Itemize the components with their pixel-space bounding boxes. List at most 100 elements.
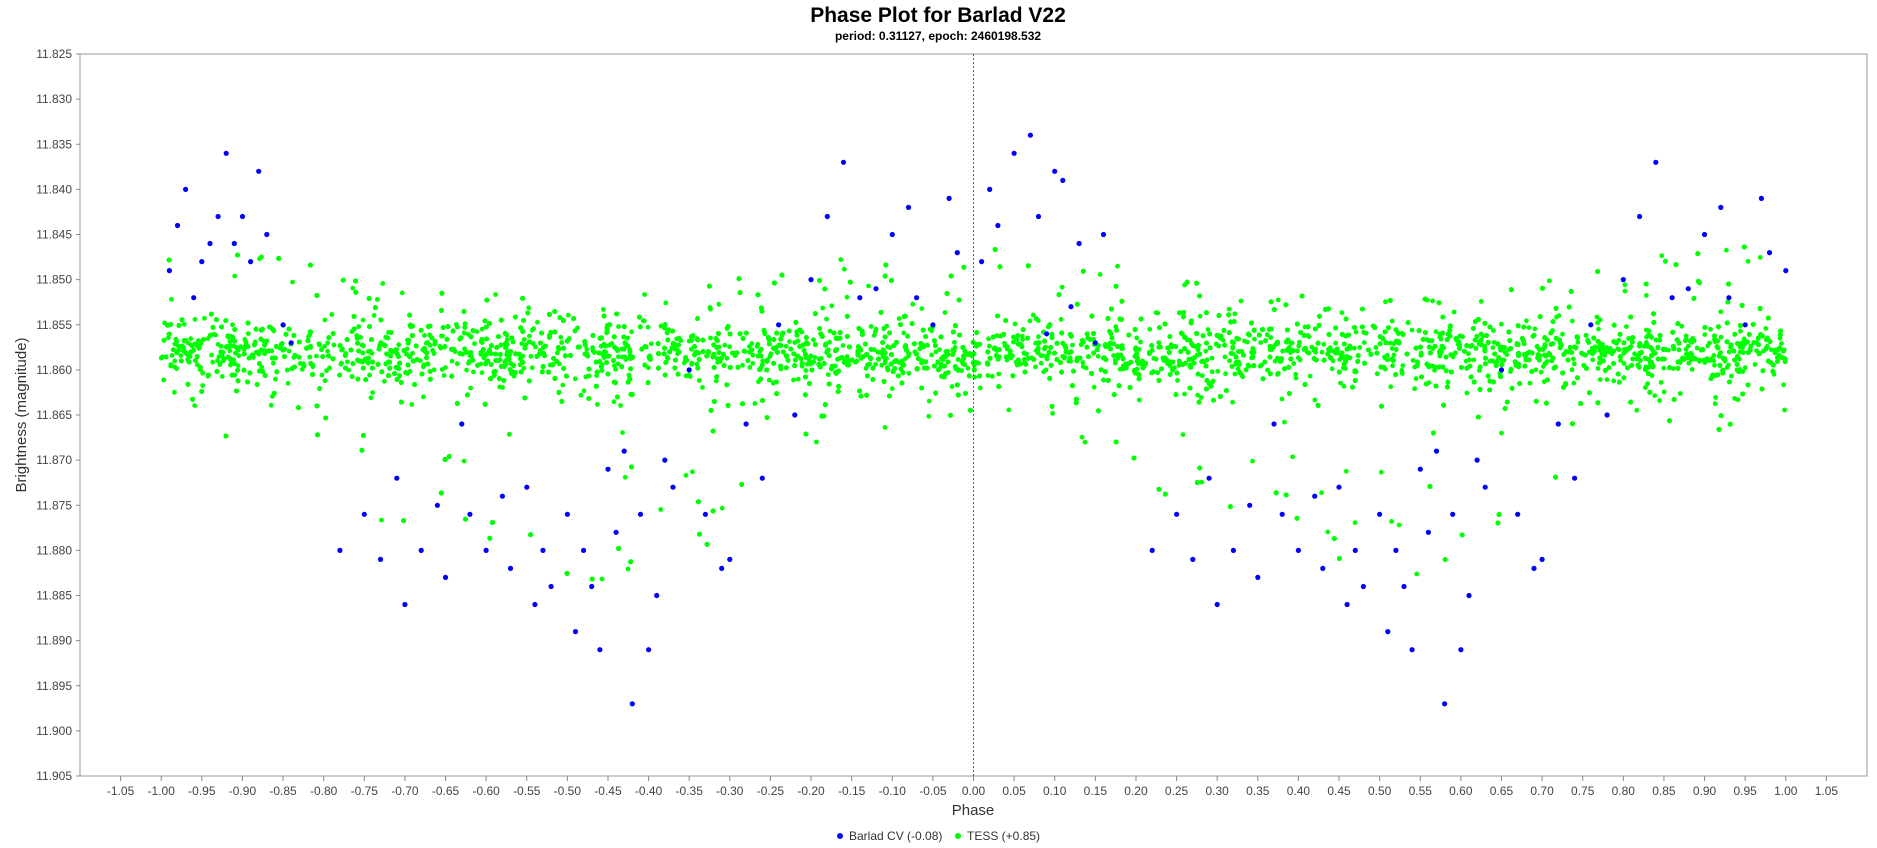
tess-point: [1712, 362, 1717, 368]
tess-point: [747, 344, 752, 349]
tess-point: [474, 329, 480, 334]
tess-point: [1708, 326, 1713, 332]
tess-point: [1487, 358, 1493, 364]
tess-point: [1499, 430, 1504, 436]
tess-point: [755, 341, 761, 347]
tess-point: [987, 343, 992, 349]
tess-point: [676, 349, 682, 355]
tess-point: [1353, 329, 1359, 335]
tess-point: [1571, 361, 1577, 367]
tess-point: [1319, 490, 1324, 496]
tess-point: [1199, 479, 1205, 485]
tess-point: [1597, 377, 1603, 382]
tess-point: [696, 378, 702, 383]
tess-point: [1215, 368, 1221, 374]
tess-point: [537, 347, 543, 353]
tess-point: [1590, 357, 1596, 363]
tess-point: [1147, 326, 1153, 332]
tess-point: [926, 398, 932, 404]
tess-point: [1291, 361, 1297, 366]
tess-point: [1634, 407, 1640, 413]
tess-point: [1268, 335, 1274, 340]
tess-point: [1679, 323, 1685, 329]
tess-point: [1091, 384, 1097, 390]
tess-point: [1043, 367, 1049, 373]
tess-point: [1745, 258, 1751, 264]
tess-point: [1382, 354, 1387, 360]
tess-point: [215, 358, 221, 363]
tess-point: [1409, 327, 1415, 333]
tess-point: [1357, 345, 1363, 350]
tess-point: [1659, 253, 1665, 259]
tess-point: [578, 392, 584, 398]
tess-point: [172, 389, 177, 395]
tess-point: [521, 365, 527, 371]
tess-point: [1258, 340, 1264, 345]
tess-point: [339, 347, 345, 353]
tess-point: [202, 315, 207, 321]
tess-point: [663, 300, 669, 306]
tess-point: [360, 350, 366, 356]
tess-point: [380, 281, 386, 286]
tess-point: [1742, 365, 1748, 371]
tess-point: [1718, 334, 1724, 340]
tess-point: [1754, 348, 1759, 353]
tess-point: [454, 361, 460, 367]
tess-point: [410, 350, 415, 356]
tess-point: [616, 324, 621, 329]
tess-point: [170, 347, 176, 353]
tess-point: [694, 361, 700, 367]
tess-point: [169, 353, 175, 358]
tess-point: [322, 317, 328, 323]
tess-point: [374, 297, 380, 302]
tess-point: [1508, 366, 1514, 372]
tess-point: [825, 372, 831, 377]
tess-point: [1361, 329, 1367, 335]
tess-point: [1321, 341, 1327, 347]
tess-point: [1325, 529, 1331, 535]
tess-point: [565, 312, 571, 318]
tess-point: [1713, 395, 1718, 400]
tess-point: [1412, 386, 1417, 392]
tess-point: [1205, 327, 1211, 332]
tess-point: [506, 431, 512, 437]
tess-point: [1290, 454, 1295, 460]
tess-point: [192, 403, 198, 408]
tess-point: [1389, 519, 1394, 524]
chart-title: Phase Plot for Barlad V22: [810, 4, 1066, 27]
tess-point: [1471, 357, 1477, 363]
tess-point: [1176, 362, 1182, 368]
tess-point: [219, 374, 225, 379]
tess-point: [422, 333, 427, 338]
tess-point: [1391, 352, 1397, 358]
tess-point: [1036, 334, 1041, 340]
tess-point: [1373, 345, 1379, 350]
tess-point: [371, 313, 377, 318]
tess-point: [1676, 347, 1682, 353]
tess-point: [555, 350, 560, 356]
tess-point: [1781, 382, 1786, 388]
tess-point: [1711, 353, 1717, 358]
tess-point: [1343, 468, 1349, 474]
tess-point: [468, 385, 473, 391]
tess-point: [871, 333, 877, 338]
tess-point: [1451, 309, 1457, 315]
tess-point: [1387, 340, 1393, 346]
tess-point: [1115, 263, 1120, 269]
tess-point: [1015, 333, 1021, 338]
tess-point: [440, 333, 445, 339]
tess-point: [952, 339, 957, 345]
tess-point: [1768, 347, 1774, 353]
tess-point: [783, 343, 789, 349]
tess-point: [523, 342, 529, 347]
tess-point: [441, 373, 447, 378]
tess-point: [1596, 326, 1601, 332]
tess-point: [1463, 358, 1469, 364]
tess-point: [814, 439, 819, 445]
tess-point: [1230, 399, 1235, 405]
tess-point: [470, 358, 476, 363]
tess-point: [421, 394, 426, 400]
tess-point: [747, 365, 753, 370]
tess-point: [824, 316, 829, 322]
tess-point: [368, 395, 374, 401]
